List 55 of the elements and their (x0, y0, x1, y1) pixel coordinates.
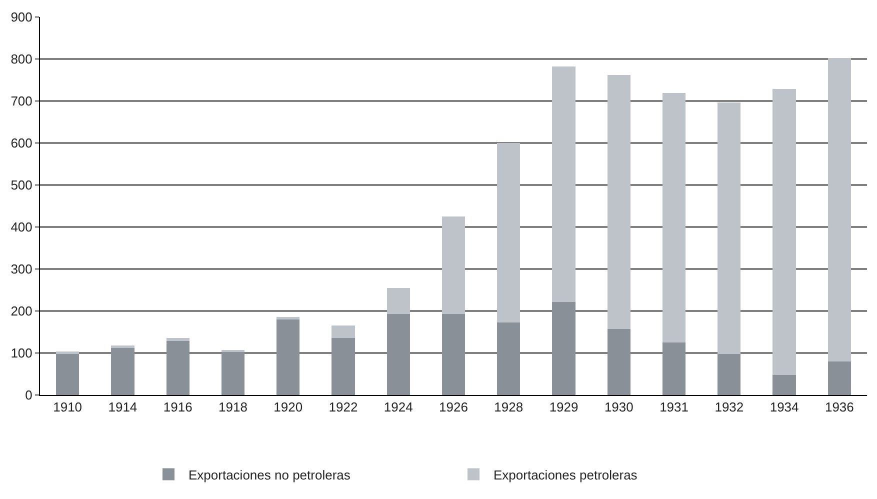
x-tick-label: 1924 (384, 400, 413, 415)
x-tick-label: 1929 (549, 400, 578, 415)
y-tick-label: 700 (10, 94, 32, 109)
x-tick-label: 1910 (53, 400, 82, 415)
bar (276, 316, 300, 320)
x-tick-label: 1920 (274, 400, 303, 415)
bar (772, 374, 796, 395)
y-tick-label: 200 (10, 304, 32, 319)
bar (332, 338, 355, 395)
y-tick-label: 600 (10, 136, 32, 151)
bar (607, 329, 630, 395)
bar (56, 351, 80, 354)
bar (828, 58, 852, 362)
x-tick-label: 1914 (108, 400, 138, 415)
bar (828, 361, 852, 395)
bar (552, 302, 576, 395)
bar (166, 341, 190, 395)
bar (332, 325, 355, 338)
bar (276, 319, 300, 395)
bar (718, 102, 741, 354)
bar (497, 143, 520, 322)
bar (56, 354, 80, 395)
bar (111, 347, 134, 395)
bar (552, 66, 576, 302)
x-tick-label: 1926 (439, 400, 468, 415)
bar (386, 314, 410, 395)
legend-label: Exportaciones no petroleras (188, 467, 351, 482)
bar (386, 288, 410, 314)
legend-label: Exportaciones petroleras (494, 467, 638, 482)
bar (497, 322, 520, 395)
bar (662, 93, 686, 342)
y-tick-label: 900 (10, 10, 32, 25)
y-tick-label: 100 (10, 346, 32, 361)
x-tick-label: 1930 (604, 400, 634, 415)
bar (607, 74, 630, 330)
bar (718, 354, 741, 395)
y-tick-label: 300 (10, 262, 32, 277)
x-tick-label: 1934 (770, 400, 799, 415)
x-tick-label: 1932 (714, 400, 744, 415)
y-tick-label: 500 (10, 178, 32, 193)
y-tick-label: 400 (10, 220, 32, 235)
x-tick-label: 1922 (328, 400, 358, 415)
bar (442, 314, 466, 395)
x-tick-label: 1918 (218, 400, 248, 415)
x-tick-label: 1916 (163, 400, 192, 415)
x-tick-label: 1931 (660, 400, 688, 415)
bar (442, 216, 466, 314)
bar (772, 89, 796, 375)
y-tick-label: 800 (10, 52, 32, 67)
x-tick-label: 1936 (824, 400, 854, 415)
bar (662, 342, 686, 395)
bar (221, 352, 245, 395)
y-tick-label: 0 (25, 388, 32, 403)
bar (111, 345, 134, 348)
x-tick-label: 1928 (494, 400, 524, 415)
